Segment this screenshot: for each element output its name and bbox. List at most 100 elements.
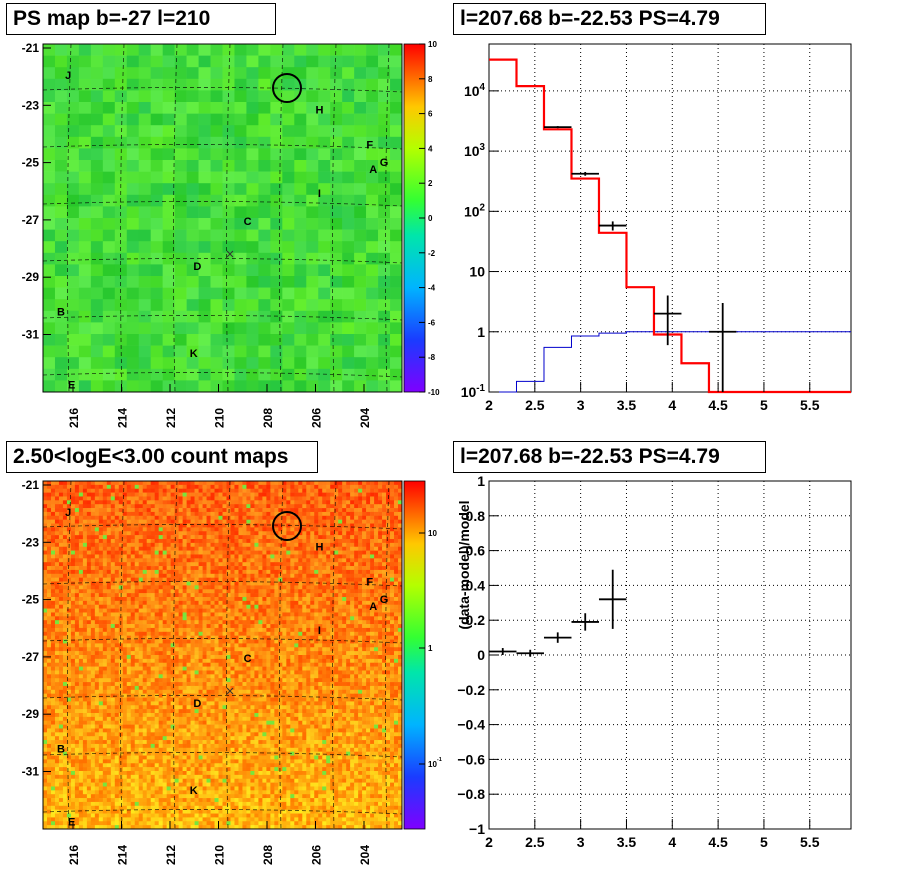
map-pixel [342, 67, 355, 80]
colorbar-label: 10 [428, 40, 437, 49]
map-pixel [278, 519, 283, 524]
map-pixel [322, 569, 327, 575]
map-pixel [274, 604, 279, 609]
map-pixel [78, 604, 84, 609]
map-pixel [362, 519, 367, 524]
map-pixel [86, 527, 92, 532]
map-pixel [214, 511, 219, 517]
map-pixel [186, 577, 191, 582]
map-pixel [394, 504, 399, 509]
map-pixel [322, 554, 327, 559]
map-pixel [362, 643, 367, 648]
map-pixel [382, 643, 387, 648]
map-pixel [94, 542, 100, 548]
map-pixel [234, 585, 239, 590]
map-pixel [78, 252, 92, 265]
map-pixel [270, 531, 275, 536]
map-pixel [146, 500, 151, 505]
map-pixel [162, 206, 175, 219]
map-pixel [222, 345, 235, 358]
map-pixel [370, 562, 375, 567]
map-pixel [386, 519, 391, 524]
map-pixel [190, 612, 195, 617]
map-pixel [94, 519, 100, 524]
map-pixel [258, 183, 271, 196]
map-pixel [150, 527, 155, 532]
map-pixel [278, 635, 283, 640]
map-pixel [82, 539, 88, 544]
map-pixel [154, 581, 159, 586]
map-pixel [90, 345, 104, 358]
map-pixel [398, 604, 403, 609]
map-pixel [194, 508, 199, 513]
map-pixel [354, 90, 367, 103]
map-pixel [294, 380, 307, 393]
map-pixel [394, 616, 399, 621]
map-pixel [74, 558, 80, 563]
map-pixel [138, 527, 144, 532]
map-pixel [314, 488, 319, 493]
map-pixel [366, 252, 379, 265]
map-pixel [378, 276, 391, 288]
map-pixel [98, 573, 104, 578]
map-pixel [43, 78, 56, 91]
map-pixel [114, 566, 120, 571]
map-pixel [234, 276, 247, 288]
map-pixel [262, 624, 267, 629]
map-pixel [362, 527, 367, 532]
map-pixel [43, 566, 48, 571]
map-pixel [322, 484, 327, 490]
map-pixel [58, 589, 64, 594]
map-pixel [282, 511, 287, 517]
map-pixel [330, 558, 335, 563]
map-pixel [258, 511, 263, 517]
map-pixel [82, 511, 88, 517]
map-pixel [70, 535, 76, 540]
map-pixel [254, 627, 259, 633]
map-pixel [386, 539, 391, 544]
map-pixel [54, 299, 68, 312]
map-pixel [302, 542, 307, 548]
map-pixel [66, 368, 80, 381]
map-pixel [394, 620, 399, 625]
map-pixel [182, 593, 187, 598]
map-pixel [198, 558, 203, 563]
map-pixel [330, 589, 335, 594]
map-pixel [266, 589, 271, 594]
map-pixel [226, 577, 231, 582]
map-pixel [158, 523, 163, 528]
map-pixel [50, 597, 56, 602]
map-pixel [262, 484, 267, 490]
map-pixel [346, 531, 351, 536]
map-pixel [262, 600, 267, 606]
map-pixel [62, 484, 68, 490]
map-pixel [78, 647, 84, 652]
map-pixel [66, 581, 72, 586]
map-pixel [150, 125, 163, 138]
map-pixel [310, 624, 315, 629]
map-pixel [266, 612, 271, 617]
map-pixel [390, 577, 395, 582]
map-pixel [210, 600, 215, 606]
map-pixel [130, 531, 136, 536]
map-pixel [390, 183, 403, 196]
map-pixel [238, 562, 243, 567]
map-pixel [334, 643, 339, 648]
map-pixel [390, 67, 403, 80]
map-pixel [178, 608, 183, 613]
map-pixel [134, 566, 140, 571]
map-pixel [346, 562, 351, 567]
map-pixel [250, 519, 255, 524]
map-pixel [138, 600, 144, 606]
map-pixel [250, 643, 255, 648]
map-pixel [126, 160, 140, 172]
map-pixel [366, 531, 371, 536]
map-pixel [318, 508, 323, 513]
map-pixel [174, 566, 179, 571]
map-pixel [150, 160, 163, 172]
map-pixel [166, 635, 171, 640]
map-pixel [354, 542, 359, 548]
map-pixel [122, 651, 128, 656]
map-pixel [290, 647, 295, 652]
map-pixel [174, 535, 179, 540]
